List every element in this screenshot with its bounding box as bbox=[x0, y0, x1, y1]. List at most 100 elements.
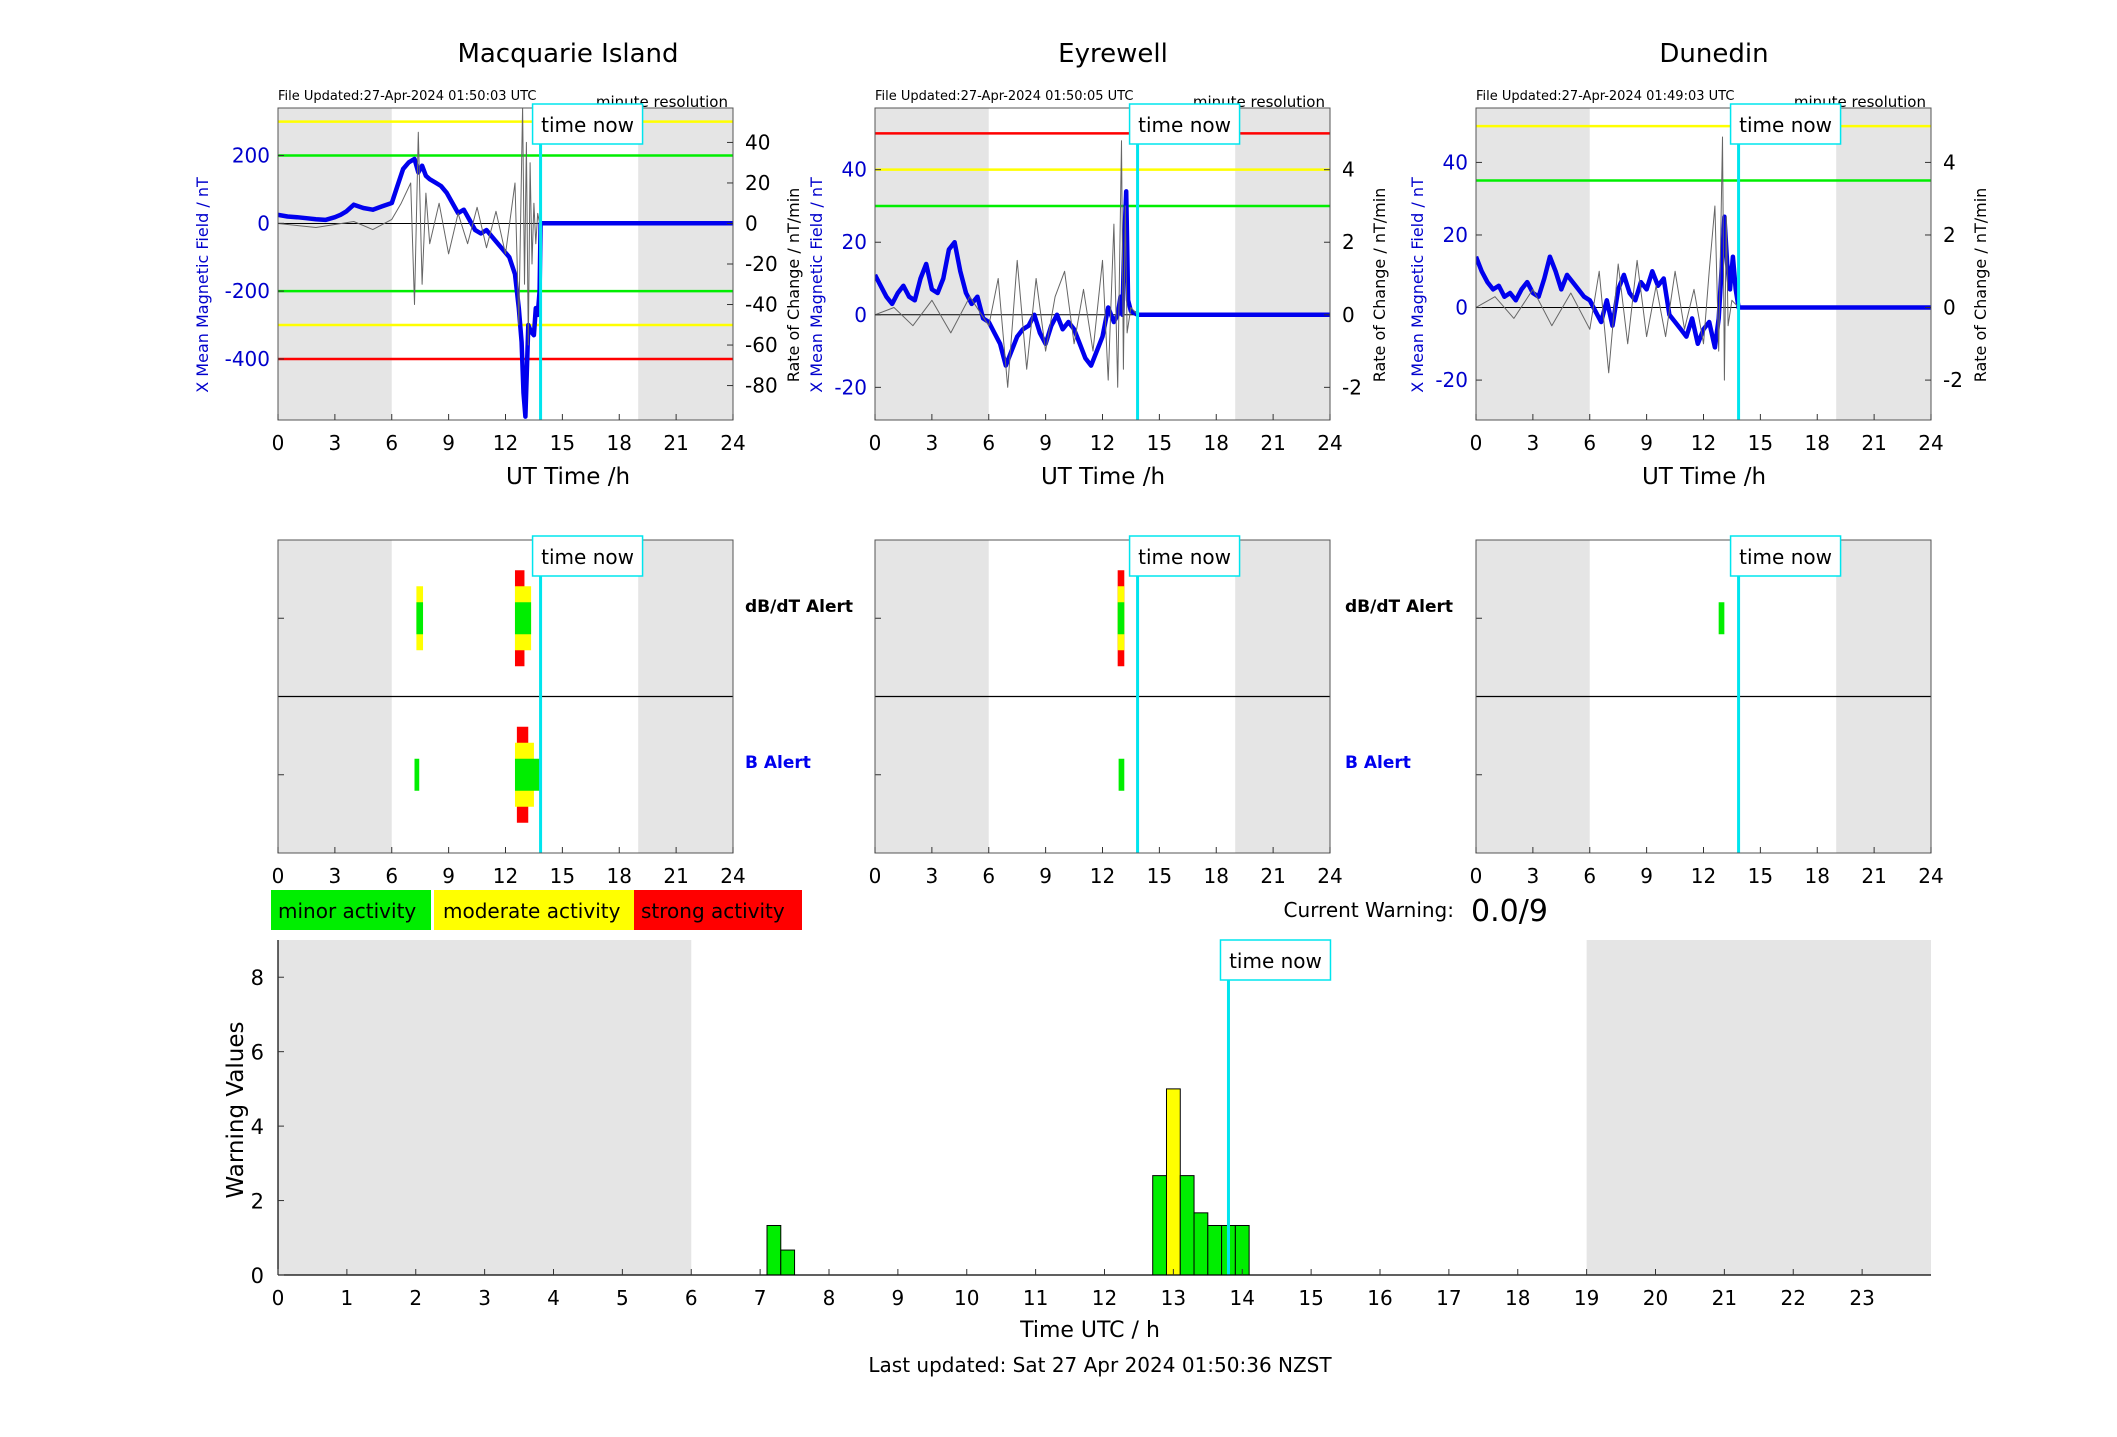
dbdt-alert-label: dB/dT Alert bbox=[1345, 597, 1453, 617]
y-tick-label: 2 bbox=[251, 1190, 264, 1214]
station-panel-dunedin: Dunedin File Updated:27-Apr-2024 01:49:0… bbox=[1408, 39, 1990, 888]
x-tick-label: 24 bbox=[1317, 431, 1342, 455]
x-tick-label: 3 bbox=[478, 1286, 491, 1310]
x-tick-label: 9 bbox=[1039, 864, 1052, 888]
b-alert-label: B Alert bbox=[1345, 753, 1411, 773]
x-tick-label: 3 bbox=[329, 864, 342, 888]
night-shading bbox=[1476, 108, 1590, 420]
time-now-box bbox=[1128, 103, 1241, 145]
y-tick-label-left: 200 bbox=[232, 143, 270, 167]
x-tick-label: 21 bbox=[663, 431, 688, 455]
y-tick-label-right: -2 bbox=[1943, 368, 1963, 392]
x-tick-label: 5 bbox=[616, 1286, 629, 1310]
time-now-label: time now bbox=[541, 113, 634, 137]
legend-minor-label: minor activity bbox=[278, 899, 416, 923]
x-tick-label: 14 bbox=[1230, 1286, 1255, 1310]
x-tick-label: 10 bbox=[954, 1286, 979, 1310]
x-tick-label: 3 bbox=[926, 864, 939, 888]
warning-bar bbox=[1207, 1224, 1223, 1276]
x-tick-label: 3 bbox=[1527, 864, 1540, 888]
x-tick-label: 15 bbox=[550, 431, 575, 455]
plot-area bbox=[278, 108, 733, 419]
x-tick-label: 15 bbox=[1147, 431, 1172, 455]
x-tick-label: 16 bbox=[1367, 1286, 1392, 1310]
b-alert-label: B Alert bbox=[745, 753, 811, 773]
x-tick-label: 18 bbox=[607, 864, 632, 888]
x-tick-label: 12 bbox=[1092, 1286, 1117, 1310]
y-tick-label-right: -60 bbox=[745, 333, 778, 357]
x-tick-label: 18 bbox=[1505, 1286, 1530, 1310]
x-tick-label: 12 bbox=[1090, 431, 1115, 455]
x-tick-label: 2 bbox=[409, 1286, 422, 1310]
x-tick-label: 18 bbox=[1805, 864, 1830, 888]
y-axis-label-right: Rate of Change / nT/min bbox=[784, 188, 803, 383]
x-tick-label: 24 bbox=[720, 864, 745, 888]
x-tick-label: 0 bbox=[1470, 864, 1483, 888]
y-tick-label-left: 0 bbox=[257, 211, 270, 235]
file-updated-text: File Updated:27-Apr-2024 01:50:05 UTC bbox=[875, 89, 1133, 104]
current-warning-value: 0.0/9 bbox=[1471, 894, 1548, 929]
x-tick-label: 21 bbox=[1260, 864, 1285, 888]
rate-series-line bbox=[278, 108, 541, 346]
x-tick-label: 3 bbox=[329, 431, 342, 455]
y-tick-label-left: 20 bbox=[842, 230, 867, 254]
x-tick-label: 6 bbox=[1583, 431, 1596, 455]
warning-y-axis-label: Warning Values bbox=[223, 1021, 249, 1198]
time-now-label: time now bbox=[541, 545, 634, 569]
y-tick-label: 6 bbox=[251, 1041, 264, 1065]
y-tick-label: 4 bbox=[251, 1115, 264, 1139]
y-axis-label-left: X Mean Magnetic Field / nT bbox=[1408, 177, 1427, 393]
x-tick-label: 6 bbox=[385, 431, 398, 455]
y-axis-label-right: Rate of Change / nT/min bbox=[1971, 188, 1990, 383]
x-tick-label: 20 bbox=[1643, 1286, 1668, 1310]
x-tick-label: 18 bbox=[1204, 864, 1229, 888]
x-tick-label: 12 bbox=[1691, 431, 1716, 455]
x-tick-label: 21 bbox=[1861, 864, 1886, 888]
x-tick-label: 9 bbox=[1039, 431, 1052, 455]
y-tick-label-left: 20 bbox=[1443, 223, 1468, 247]
x-tick-label: 21 bbox=[1861, 431, 1886, 455]
field-plot: 0 3 6 9 12 15 18 21 242000-200-40040200-20-40-60… bbox=[225, 103, 778, 455]
y-axis-label-left: X Mean Magnetic Field / nT bbox=[193, 177, 212, 393]
station-title: Eyrewell bbox=[1058, 39, 1168, 69]
warning-bar bbox=[1234, 1224, 1250, 1276]
time-now-box bbox=[531, 535, 644, 577]
y-tick-label-right: 4 bbox=[1943, 150, 1956, 174]
warning-bar bbox=[1179, 1175, 1195, 1276]
rate-series-line bbox=[1476, 136, 1739, 381]
x-tick-label: 4 bbox=[547, 1286, 560, 1310]
x-tick-label: 15 bbox=[1298, 1286, 1323, 1310]
x-tick-label: 8 bbox=[823, 1286, 836, 1310]
time-now-label: time now bbox=[1229, 949, 1322, 973]
x-tick-label: 6 bbox=[1583, 864, 1596, 888]
alert-bar-minor bbox=[514, 602, 532, 635]
x-tick-label: 18 bbox=[1805, 431, 1830, 455]
warning-bar bbox=[780, 1249, 796, 1276]
x-tick-label: 15 bbox=[1147, 864, 1172, 888]
time-now-label: time now bbox=[1138, 545, 1231, 569]
x-tick-label: 3 bbox=[1527, 431, 1540, 455]
y-tick-label-right: 2 bbox=[1943, 223, 1956, 247]
warning-x-axis-label: Time UTC / h bbox=[1019, 1318, 1160, 1343]
alert-plot: 0 3 6 9 12 15 18 21 24 time now bbox=[272, 535, 746, 888]
alert-bar-minor bbox=[514, 758, 542, 791]
x-tick-label: 6 bbox=[982, 431, 995, 455]
time-now-label: time now bbox=[1138, 113, 1231, 137]
y-axis-label-right: Rate of Change / nT/min bbox=[1370, 188, 1389, 383]
y-tick-label-left: 40 bbox=[842, 158, 867, 182]
x-tick-label: 9 bbox=[442, 431, 455, 455]
time-now-box bbox=[1729, 103, 1842, 145]
night-shading bbox=[875, 108, 989, 420]
x-tick-label: 18 bbox=[1204, 431, 1229, 455]
legend-strong-label: strong activity bbox=[641, 899, 785, 923]
y-tick-label-left: -200 bbox=[225, 279, 270, 303]
y-tick-label-left: 40 bbox=[1443, 150, 1468, 174]
x-tick-label: 21 bbox=[1260, 431, 1285, 455]
x-tick-label: 22 bbox=[1781, 1286, 1806, 1310]
night-shading bbox=[278, 940, 692, 1275]
x-tick-label: 7 bbox=[754, 1286, 767, 1310]
alert-bar-minor bbox=[1718, 602, 1725, 635]
x-tick-label: 17 bbox=[1436, 1286, 1461, 1310]
x-tick-label: 21 bbox=[1712, 1286, 1737, 1310]
